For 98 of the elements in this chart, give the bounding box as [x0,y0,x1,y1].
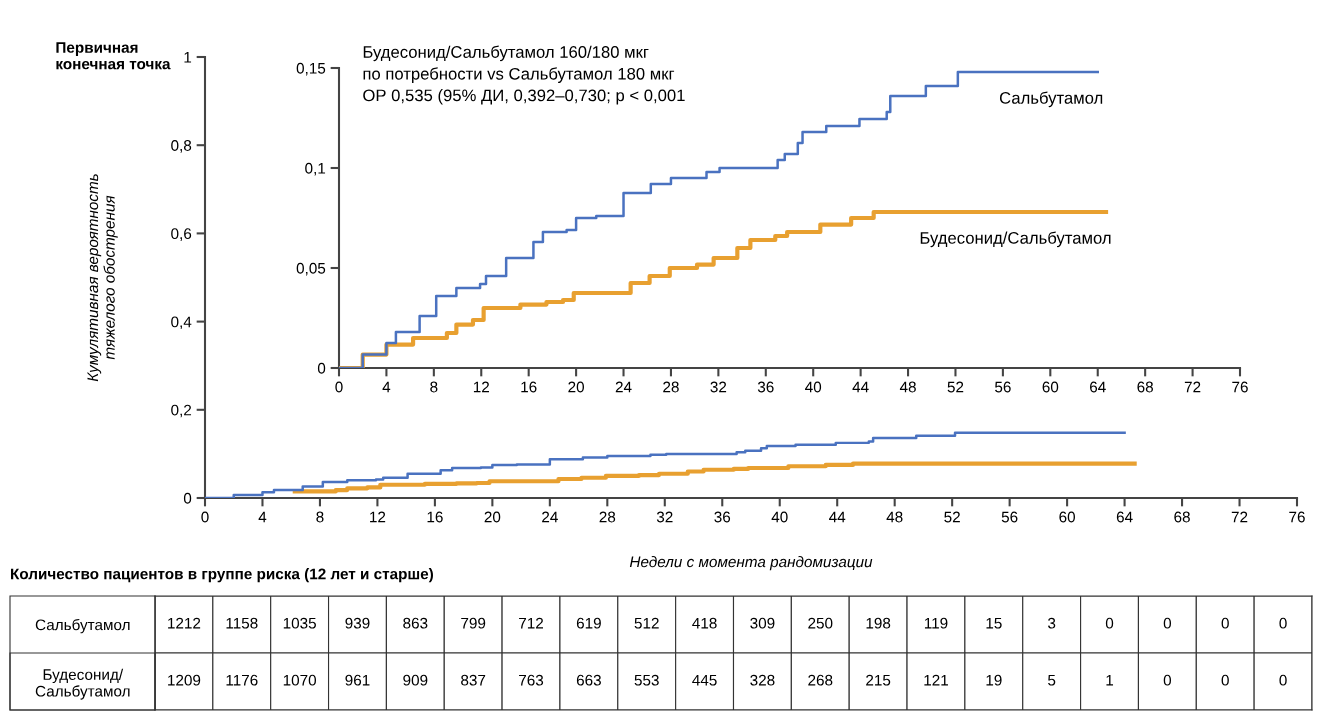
x-tick-label: 20 [568,381,585,393]
x-tick-label: 68 [1174,511,1190,523]
x-tick-label: 60 [1059,511,1076,523]
data-label: 1176 [226,674,258,686]
data-label: 939 [345,617,370,629]
data-label: 961 [345,674,370,686]
x-tick-label: 8 [430,381,438,393]
data-label: 663 [576,674,601,686]
x-tick-label: 24 [615,381,632,393]
y-tick-label: 0,1 [305,162,326,176]
x-tick-label: 12 [473,381,489,393]
x-tick-label: 52 [944,511,960,523]
data-label: 799 [461,617,486,629]
y-tick-label: 1 [184,52,192,63]
data-label: 0 [1163,617,1172,629]
data-label: 0 [1279,674,1287,686]
x-tick-label: 48 [899,381,916,393]
x-tick-label: 72 [1231,511,1248,523]
data-label: 1158 [226,617,258,629]
x-tick-label: 16 [427,511,443,523]
chart-title: Количество пациентов в группе риска (12 лет и старше) [11,568,433,583]
data-label: 328 [750,674,775,686]
data-label: 553 [634,674,659,686]
x-tick-label: 4 [258,511,267,523]
x-tick-label: 0 [335,381,343,393]
y-tick-label: Будесонид/ Сальбутамол [35,668,130,700]
data-label: 1209 [168,674,201,686]
x-tick-label: 36 [757,381,774,393]
data-label: 250 [808,617,833,629]
x-tick-label: 4 [382,381,391,393]
data-label: 837 [461,674,486,686]
x-axis-title: Недели с момента рандомизации [629,555,873,571]
data-label: 0 [1163,674,1172,686]
x-tick-label: 28 [663,381,679,393]
x-tick-label: 12 [370,511,386,523]
data-label: 268 [808,674,833,686]
data-label: 712 [519,617,543,629]
x-tick-label: 20 [484,511,501,523]
data-label: 309 [750,617,775,629]
x-tick-label: 0 [201,511,209,523]
data-label: 198 [866,617,891,629]
data-label: 215 [866,674,891,686]
data-label: 445 [692,674,717,686]
data-label: 119 [924,617,948,629]
y-tick-label: 0,15 [296,62,326,76]
x-tick-label: 72 [1184,381,1201,393]
x-tick-label: 68 [1137,381,1153,393]
x-tick-label: 56 [995,381,1011,393]
data-label: 0 [1105,617,1114,629]
y-tick-label: 0,05 [296,262,326,276]
y-tick-label: 0 [317,362,326,374]
x-tick-label: 44 [829,511,846,523]
chart-title: Первичная конечная точка [56,42,171,70]
data-label: 909 [403,674,428,686]
x-tick-label: 40 [805,381,822,393]
x-tick-label: 36 [714,511,731,523]
y-tick-label: 0,2 [171,404,192,418]
y-tick-label: 0,8 [171,140,192,153]
annotation: Будесонид/Сальбутамол 160/180 мкг по потребности vs Сальбутамол 180 мкг ОР 0,535 (95% ДИ, 0,392–0,730; p < 0,001 [363,45,685,105]
x-tick-label: 60 [1042,381,1059,393]
x-tick-label: 64 [1116,511,1133,523]
data-label: 0 [1221,674,1229,686]
x-tick-label: 56 [1001,511,1018,523]
x-tick-label: 32 [710,381,727,393]
x-tick-label: 76 [1232,381,1248,393]
x-tick-label: 16 [521,381,537,393]
x-tick-label: 40 [771,511,788,523]
data-label: 863 [403,617,428,629]
data-label: 3 [1048,617,1056,629]
data-label: 512 [634,617,659,629]
data-label: 1035 [283,617,316,629]
data-label: 19 [986,674,1002,686]
data-label: 121 [924,674,948,686]
data-label: 15 [986,617,1002,629]
data-label: 619 [576,617,601,629]
data-label: 1 [1106,674,1114,686]
x-tick-label: 76 [1289,511,1305,523]
data-label: 0 [1221,617,1229,629]
data-label: 418 [692,617,717,629]
x-tick-label: 44 [852,381,869,393]
x-tick-label: 28 [599,511,616,523]
data-label: 5 [1048,674,1056,686]
data-label: 763 [519,674,544,686]
y-tick-label: 0,4 [171,316,192,330]
y-tick-label: 0,6 [171,228,192,241]
x-tick-label: 64 [1090,381,1106,393]
x-tick-label: 32 [656,511,673,523]
data-label: 1070 [283,674,317,686]
series-label: Будесонид/Сальбутамол [920,231,1111,248]
series-label: Сальбутамол [999,91,1103,108]
data-label: 0 [1279,617,1287,629]
x-tick-label: 8 [316,511,324,523]
data-label: 1212 [168,617,201,629]
y-axis-title: Кумулятивная вероятность тяжелого обострения [87,174,118,382]
x-tick-label: 24 [542,511,558,523]
x-tick-label: 48 [886,511,903,523]
y-tick-label: 0 [183,492,192,504]
x-tick-label: 52 [947,381,964,393]
